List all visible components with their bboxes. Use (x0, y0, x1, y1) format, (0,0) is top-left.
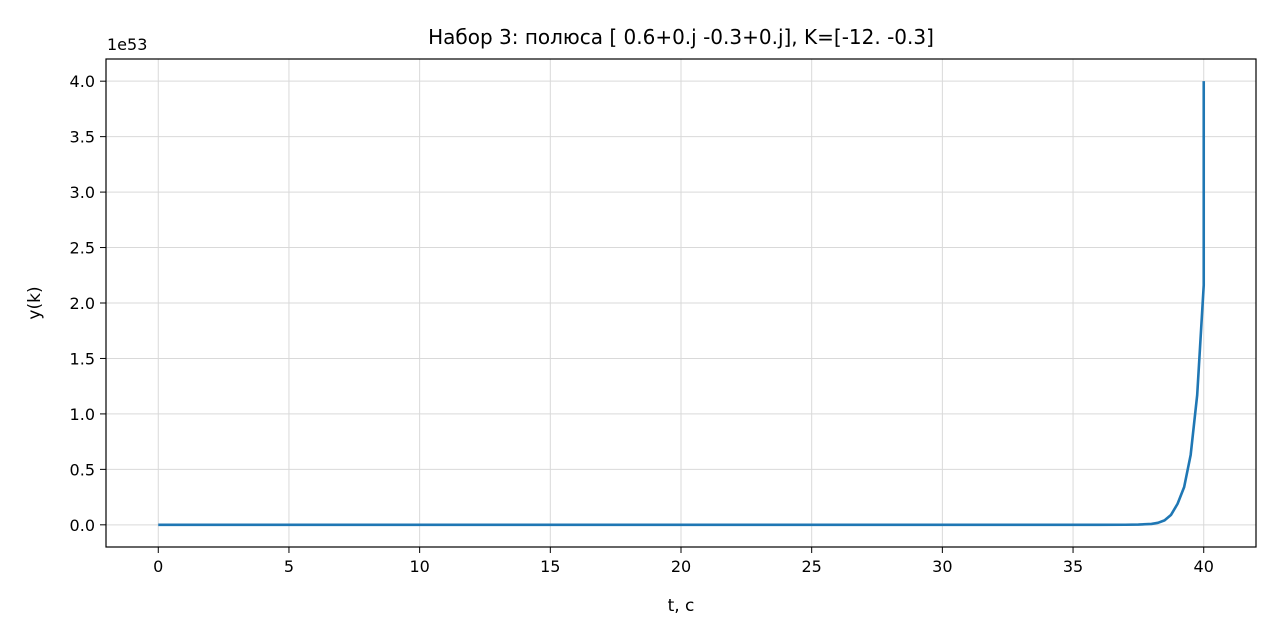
x-tick-label: 30 (932, 557, 952, 576)
x-axis-label: t, c (668, 596, 695, 616)
axis-ticks: 0 5 10 15 20 25 30 35 40 0.0 0.5 1.0 1.5 2.0 2.5 3.0 3.5… (70, 72, 1214, 576)
x-tick-label: 5 (284, 557, 294, 576)
y-tick-label: 0.5 (70, 460, 95, 479)
y-tick-label: 2.0 (70, 294, 95, 313)
y-tick-label: 1.0 (70, 405, 95, 424)
chart-title: Набор 3: полюса [ 0.6+0.j -0.3+0.j], K=[… (428, 25, 934, 49)
x-tick-label: 40 (1194, 557, 1214, 576)
y-tick-label: 1.5 (70, 349, 95, 368)
y-tick-label: 4.0 (70, 72, 95, 91)
x-tick-label: 15 (540, 557, 560, 576)
grid-lines (106, 59, 1256, 547)
x-tick-label: 25 (802, 557, 822, 576)
series-line (158, 81, 1206, 527)
y-tick-label: 3.5 (70, 128, 95, 147)
y-tick-label: 0.0 (70, 516, 95, 535)
y-axis-label: y(k) (25, 286, 45, 319)
y-offset-text: 1e53 (107, 35, 147, 54)
x-tick-label: 20 (671, 557, 691, 576)
y-tick-label: 2.5 (70, 239, 95, 258)
y-tick-label: 3.0 (70, 183, 95, 202)
x-tick-label: 35 (1063, 557, 1083, 576)
x-tick-label: 10 (409, 557, 429, 576)
x-tick-label: 0 (153, 557, 163, 576)
